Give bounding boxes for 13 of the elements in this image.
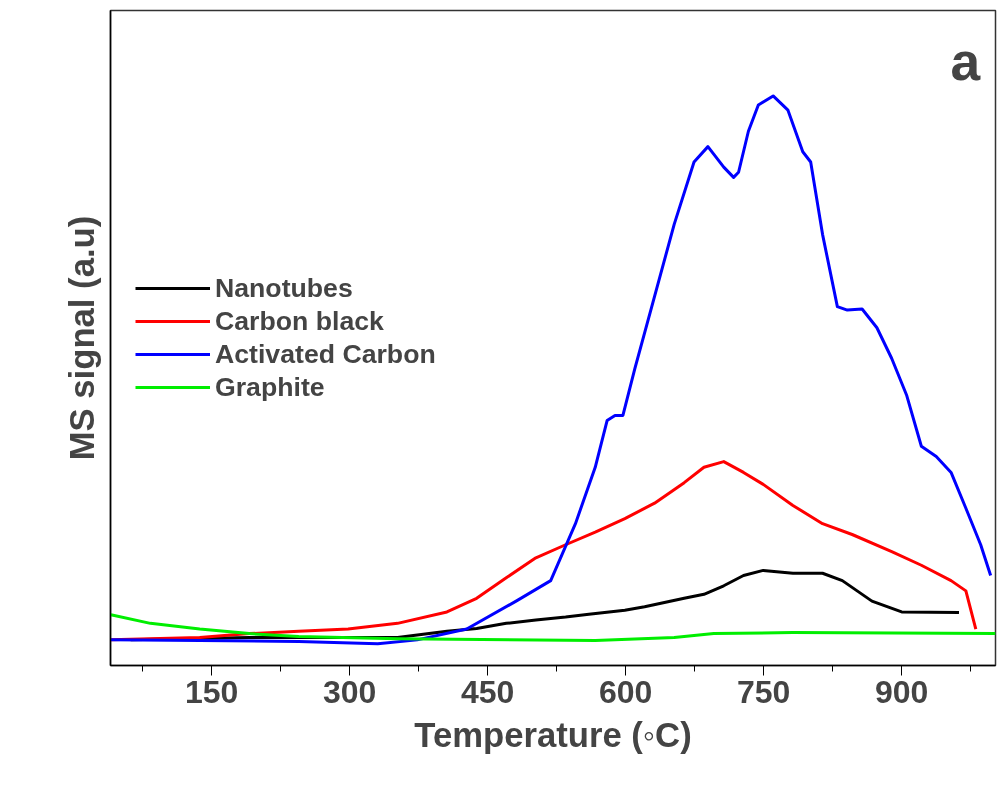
legend-label: Carbon black: [215, 305, 384, 337]
x-tick-label: 600: [598, 673, 653, 710]
legend-label: Nanotubes: [215, 272, 353, 304]
text: a: [950, 31, 981, 91]
x-axis-title: Temperature (◦C): [414, 715, 692, 754]
y-axis-title: MS signal (a.u): [62, 215, 101, 461]
x-tick-label: 300: [322, 673, 377, 710]
x-tick-label: 150: [185, 673, 239, 710]
x-tick-label: 450: [460, 673, 515, 710]
legend-label: Graphite: [215, 371, 325, 403]
legend-label: Activated Carbon: [215, 338, 436, 370]
x-tick-label: 750: [736, 673, 791, 710]
x-tick-label: 900: [874, 673, 929, 710]
